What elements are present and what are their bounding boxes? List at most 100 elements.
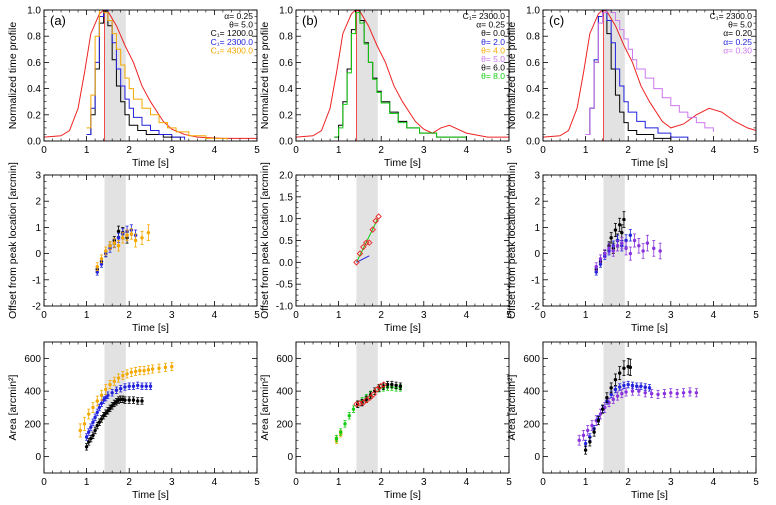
data-point xyxy=(363,396,370,404)
x-tick-label: 3 xyxy=(668,145,674,156)
y-tick-label: 0.6 xyxy=(526,58,540,69)
data-point xyxy=(630,389,635,393)
scatter-series-1 xyxy=(84,381,153,441)
scatter-series-2 xyxy=(594,233,662,272)
data-point xyxy=(99,393,104,397)
x-axis-title: Time [s] xyxy=(631,489,668,501)
x-tick-label: 3 xyxy=(169,145,175,156)
y-tick-label: 0.6 xyxy=(279,58,293,69)
x-tick-label: 3 xyxy=(668,310,674,321)
legend-entry: C₁= 2300.0 xyxy=(710,11,753,21)
data-point xyxy=(586,428,590,433)
y-tick-label: 0.4 xyxy=(27,84,41,95)
data-point xyxy=(628,251,633,256)
scatter-series-2 xyxy=(95,224,151,272)
scatter-series-0 xyxy=(353,213,382,266)
x-tick-label: 1 xyxy=(583,310,589,321)
data-point xyxy=(643,391,647,395)
y-axis-title: Area [arcmin²] xyxy=(506,374,518,440)
data-point xyxy=(95,410,99,415)
data-point xyxy=(84,445,89,449)
data-point xyxy=(624,390,628,394)
x-tick-label: 5 xyxy=(254,310,260,321)
legend-entry: θ= 6.0 xyxy=(481,63,505,73)
data-point xyxy=(598,262,603,266)
data-point xyxy=(372,217,379,225)
data-point xyxy=(628,365,633,370)
data-point xyxy=(643,385,647,389)
legend-entry: α= 0.25 xyxy=(476,20,505,30)
data-point xyxy=(116,229,121,234)
legend-entry: C₁= 2300.0 xyxy=(463,11,506,21)
y-axis-title: Normalized time profile xyxy=(7,22,19,130)
shaded-interval xyxy=(356,342,378,473)
x-tick-label: 5 xyxy=(254,145,260,156)
data-point xyxy=(144,384,148,388)
x-tick-label: 4 xyxy=(464,310,470,321)
data-point xyxy=(649,391,654,396)
x-axis-title: Time [s] xyxy=(631,322,668,334)
axes-frame xyxy=(542,341,757,474)
data-point xyxy=(645,241,650,245)
x-axis-title: Time [s] xyxy=(384,157,421,169)
x-axis-title: Time [s] xyxy=(631,157,668,169)
y-tick-label: 0 xyxy=(35,249,41,260)
data-point xyxy=(624,246,628,251)
data-point xyxy=(360,399,367,406)
data-point xyxy=(611,397,615,402)
data-point xyxy=(142,368,146,373)
x-tick-label: 4 xyxy=(464,477,470,488)
data-point xyxy=(121,373,125,378)
data-point xyxy=(594,265,598,269)
panel-b2: 0 1 2 3 4 5 -1.0 -0.5 0.0 0.5 1.0 1.5 2.0 Time [s] Off… xyxy=(259,162,512,334)
data-point xyxy=(343,422,347,426)
x-tick-label: 0 xyxy=(293,477,299,488)
data-point xyxy=(632,238,637,243)
x-tick-label: 1 xyxy=(84,310,90,321)
panel-a3: 0 1 2 3 4 5 0 200 400 600 Time [s] Area [arcmin²] xyxy=(7,341,260,501)
data-point xyxy=(369,226,376,233)
y-tick-label: 2.0 xyxy=(279,171,293,182)
data-point xyxy=(133,238,138,243)
data-point xyxy=(104,249,108,253)
y-axis-title: Area [arcmin²] xyxy=(259,374,271,440)
legend-entry: C₁= 2300.0 xyxy=(211,37,254,47)
x-tick-label: 2 xyxy=(126,477,132,488)
y-tick-label: 1 xyxy=(534,223,540,234)
x-tick-label: 1 xyxy=(84,145,90,156)
y-tick-label: 0 xyxy=(287,452,293,463)
shaded-interval xyxy=(104,342,126,473)
panel-c3: 0 1 2 3 4 5 0 200 400 600 Time [s] Area [arcmin²] xyxy=(506,341,759,501)
panel-label: (c) xyxy=(549,13,564,28)
x-tick-label: 2 xyxy=(126,310,132,321)
scatter-series-2 xyxy=(583,357,633,455)
x-axis-title: Time [s] xyxy=(132,157,169,169)
data-point xyxy=(639,384,643,388)
data-point xyxy=(146,230,151,235)
data-point xyxy=(675,391,679,396)
x-tick-label: 0 xyxy=(540,145,546,156)
data-point xyxy=(615,244,620,248)
x-tick-label: 4 xyxy=(212,477,218,488)
data-point xyxy=(620,230,624,235)
legend-entry: α= 0.30 xyxy=(723,45,752,55)
y-tick-label: 1.0 xyxy=(526,6,540,17)
data-point xyxy=(628,233,633,237)
data-point xyxy=(93,428,97,433)
data-point xyxy=(131,384,136,388)
x-tick-label: 1 xyxy=(336,477,342,488)
x-tick-label: 4 xyxy=(711,310,717,321)
data-point xyxy=(82,422,87,426)
data-point xyxy=(617,371,622,375)
data-point xyxy=(622,217,626,222)
x-tick-label: 3 xyxy=(421,310,427,321)
data-point xyxy=(662,391,667,396)
x-axis-title: Time [s] xyxy=(384,322,421,334)
data-point xyxy=(91,405,95,410)
data-point xyxy=(118,386,123,391)
data-point xyxy=(596,418,601,423)
data-point xyxy=(127,398,131,402)
axes-frame xyxy=(295,341,510,474)
y-tick-label: 600 xyxy=(276,354,293,365)
